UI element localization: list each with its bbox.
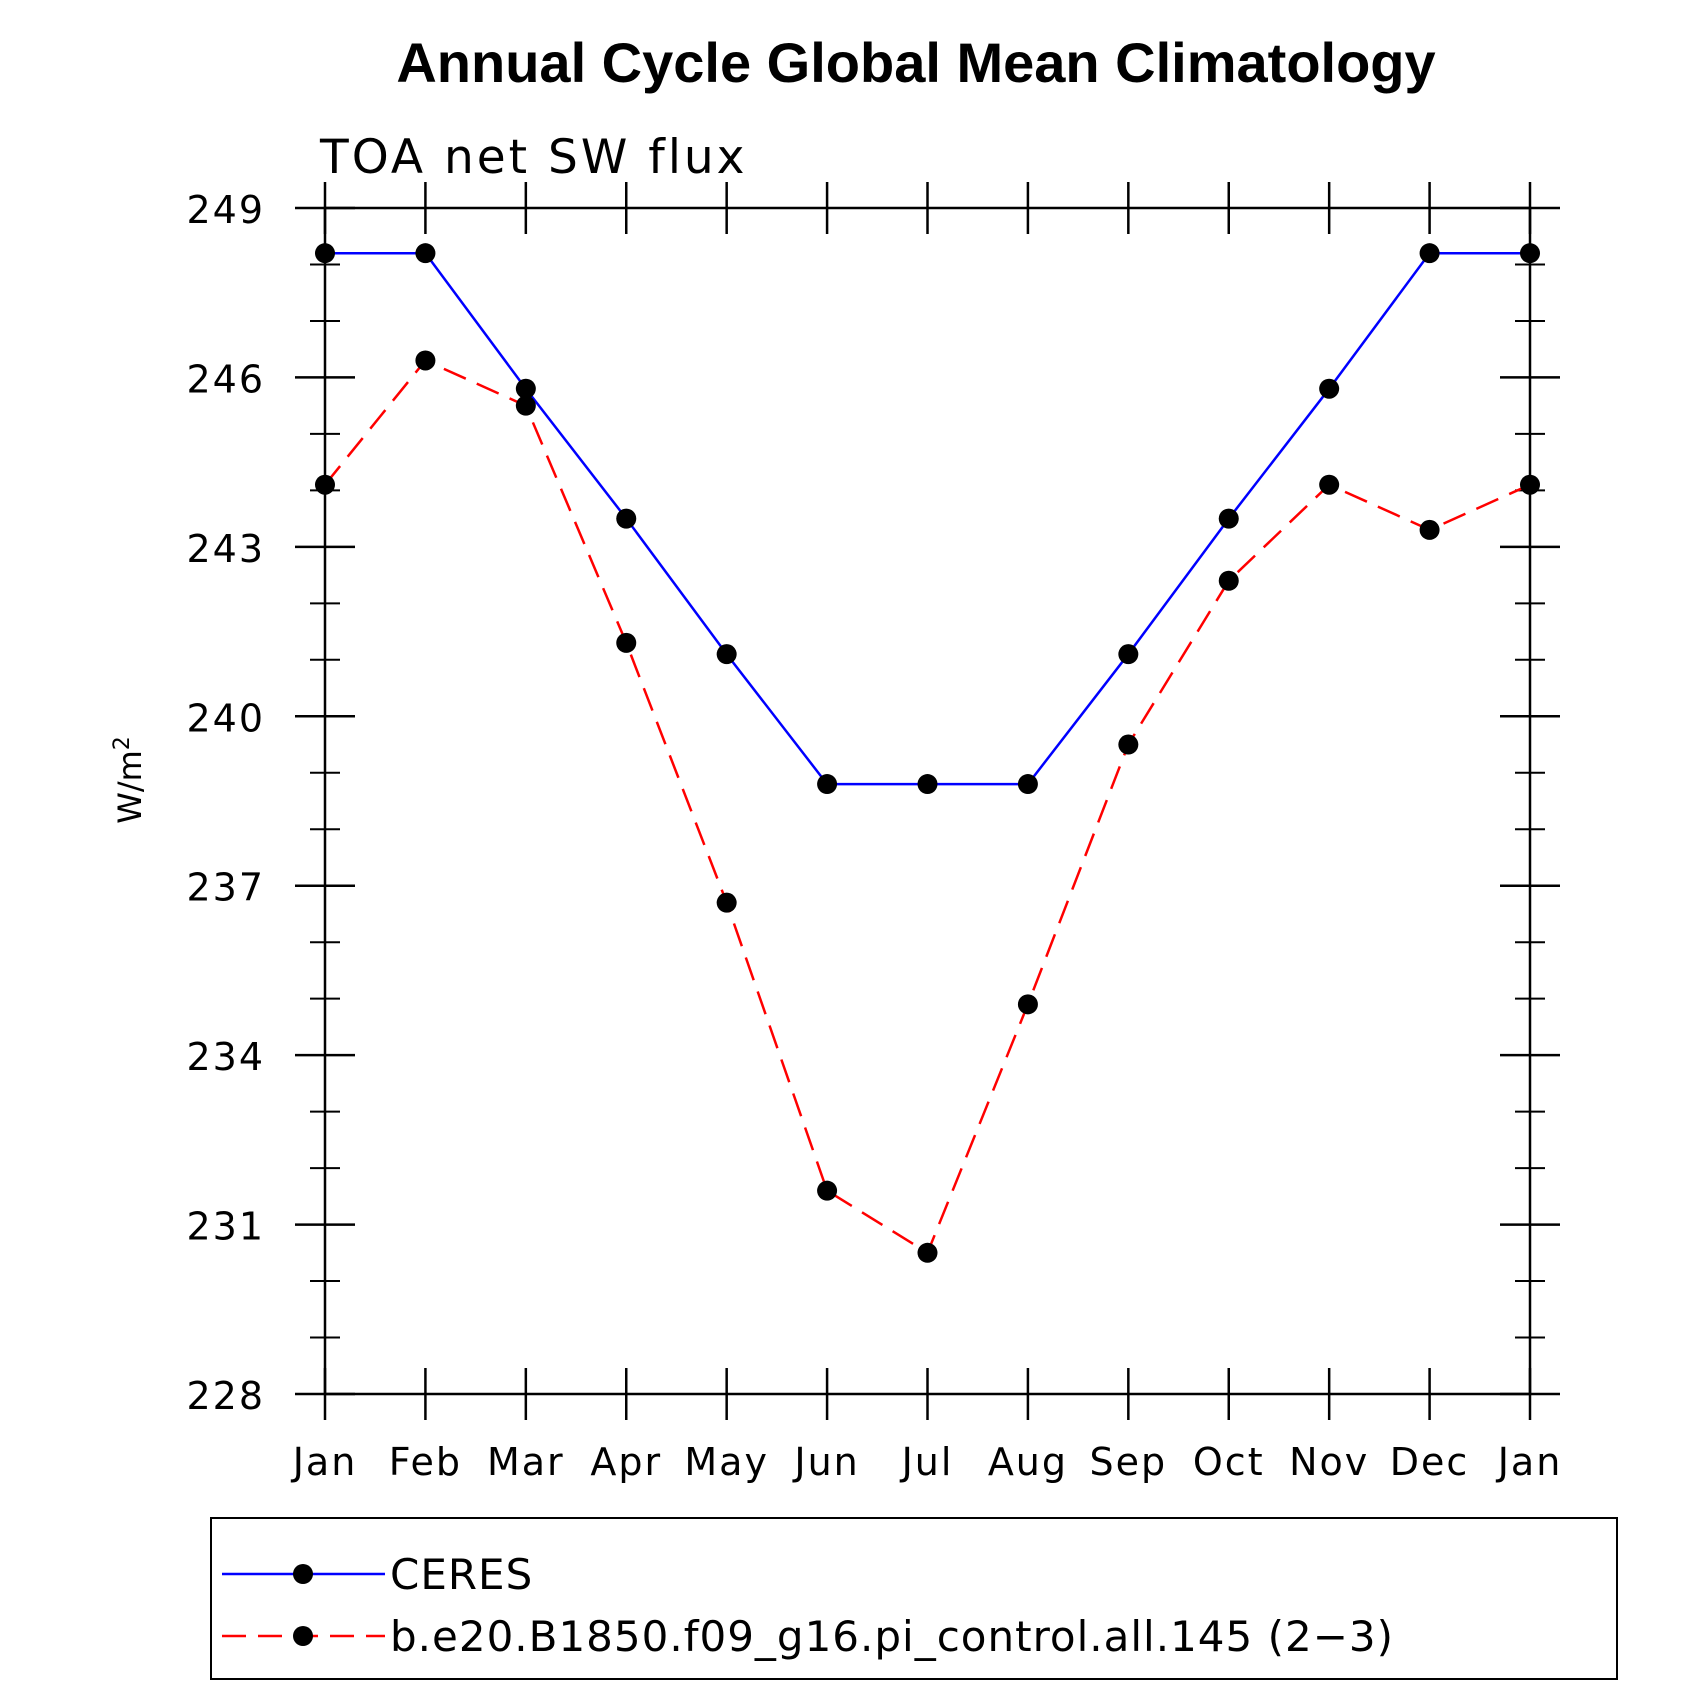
y-axis-label-superscript: 2	[110, 736, 135, 750]
data-point	[1319, 378, 1340, 399]
data-point	[616, 632, 637, 653]
data-point	[817, 774, 838, 795]
series-line	[324, 358, 1531, 1255]
x-tick-label: Jan	[291, 1440, 358, 1484]
series-1	[315, 350, 1540, 1263]
x-tick-label: Nov	[1289, 1440, 1369, 1484]
y-tick-label: 234	[186, 1035, 265, 1079]
data-point	[1319, 474, 1340, 495]
y-tick-label: 231	[186, 1205, 265, 1249]
series-layer	[315, 243, 1540, 1263]
x-tick-label: May	[684, 1440, 769, 1484]
y-tick-label: 249	[186, 188, 265, 232]
data-point	[1520, 243, 1540, 264]
legend-marker	[293, 1564, 313, 1584]
data-point	[1017, 994, 1038, 1015]
series-0	[315, 243, 1540, 795]
data-point	[515, 378, 536, 399]
chart-title: Annual Cycle Global Mean Climatology	[396, 31, 1435, 94]
x-tick-label: Apr	[590, 1440, 662, 1484]
axes: 228 231 234 237 240 243 246 249 Jan Feb Mar Apr May J…	[186, 182, 1563, 1484]
x-tick-label: Mar	[487, 1440, 565, 1484]
x-tick-label: Feb	[389, 1440, 462, 1484]
legend-box	[210, 1517, 1618, 1680]
data-point	[1419, 519, 1440, 540]
y-tick-label: 246	[186, 357, 265, 401]
x-tick-label: Jul	[900, 1440, 954, 1484]
data-point	[817, 1180, 838, 1201]
data-point	[415, 243, 436, 264]
legend-label: b.e20.B1850.f09_g16.pi_control.all.145 (…	[390, 1612, 1394, 1661]
legend-label: CERES	[390, 1550, 533, 1599]
data-point	[1419, 243, 1440, 264]
data-point	[1017, 774, 1038, 795]
data-point	[315, 474, 335, 495]
data-point	[1520, 474, 1540, 495]
x-tick-label: Sep	[1090, 1440, 1168, 1484]
legend: CERES b.e20.B1850.f09_g16.pi_control.all.…	[210, 1517, 1618, 1680]
x-tick-label: Jun	[792, 1440, 859, 1484]
data-point	[315, 243, 335, 264]
x-tick-label: Oct	[1193, 1440, 1265, 1484]
series-line	[325, 251, 1530, 786]
data-point	[716, 892, 737, 913]
y-tick-label: 243	[186, 527, 265, 571]
y-tick-label: 237	[186, 866, 265, 910]
data-point	[515, 395, 536, 416]
data-point	[1118, 644, 1139, 665]
data-point	[1218, 508, 1239, 529]
y-axis-label-text: W/m	[111, 750, 149, 824]
y-tick-label: 228	[186, 1374, 265, 1418]
data-point	[1118, 734, 1139, 755]
data-point	[716, 644, 737, 665]
data-point	[917, 1242, 938, 1263]
data-point	[917, 774, 938, 795]
y-axis-label: W/m2	[110, 736, 149, 824]
data-point	[415, 350, 436, 371]
chart-subtitle: TOA net SW flux	[319, 130, 748, 185]
y-tick-label: 240	[186, 696, 265, 740]
data-point	[1218, 570, 1239, 591]
legend-marker	[293, 1626, 313, 1646]
data-point	[616, 508, 637, 529]
plot-frame	[323, 206, 1532, 1396]
x-tick-label: Aug	[988, 1440, 1068, 1484]
x-tick-label: Jan	[1496, 1440, 1563, 1484]
x-tick-label: Dec	[1390, 1440, 1470, 1484]
